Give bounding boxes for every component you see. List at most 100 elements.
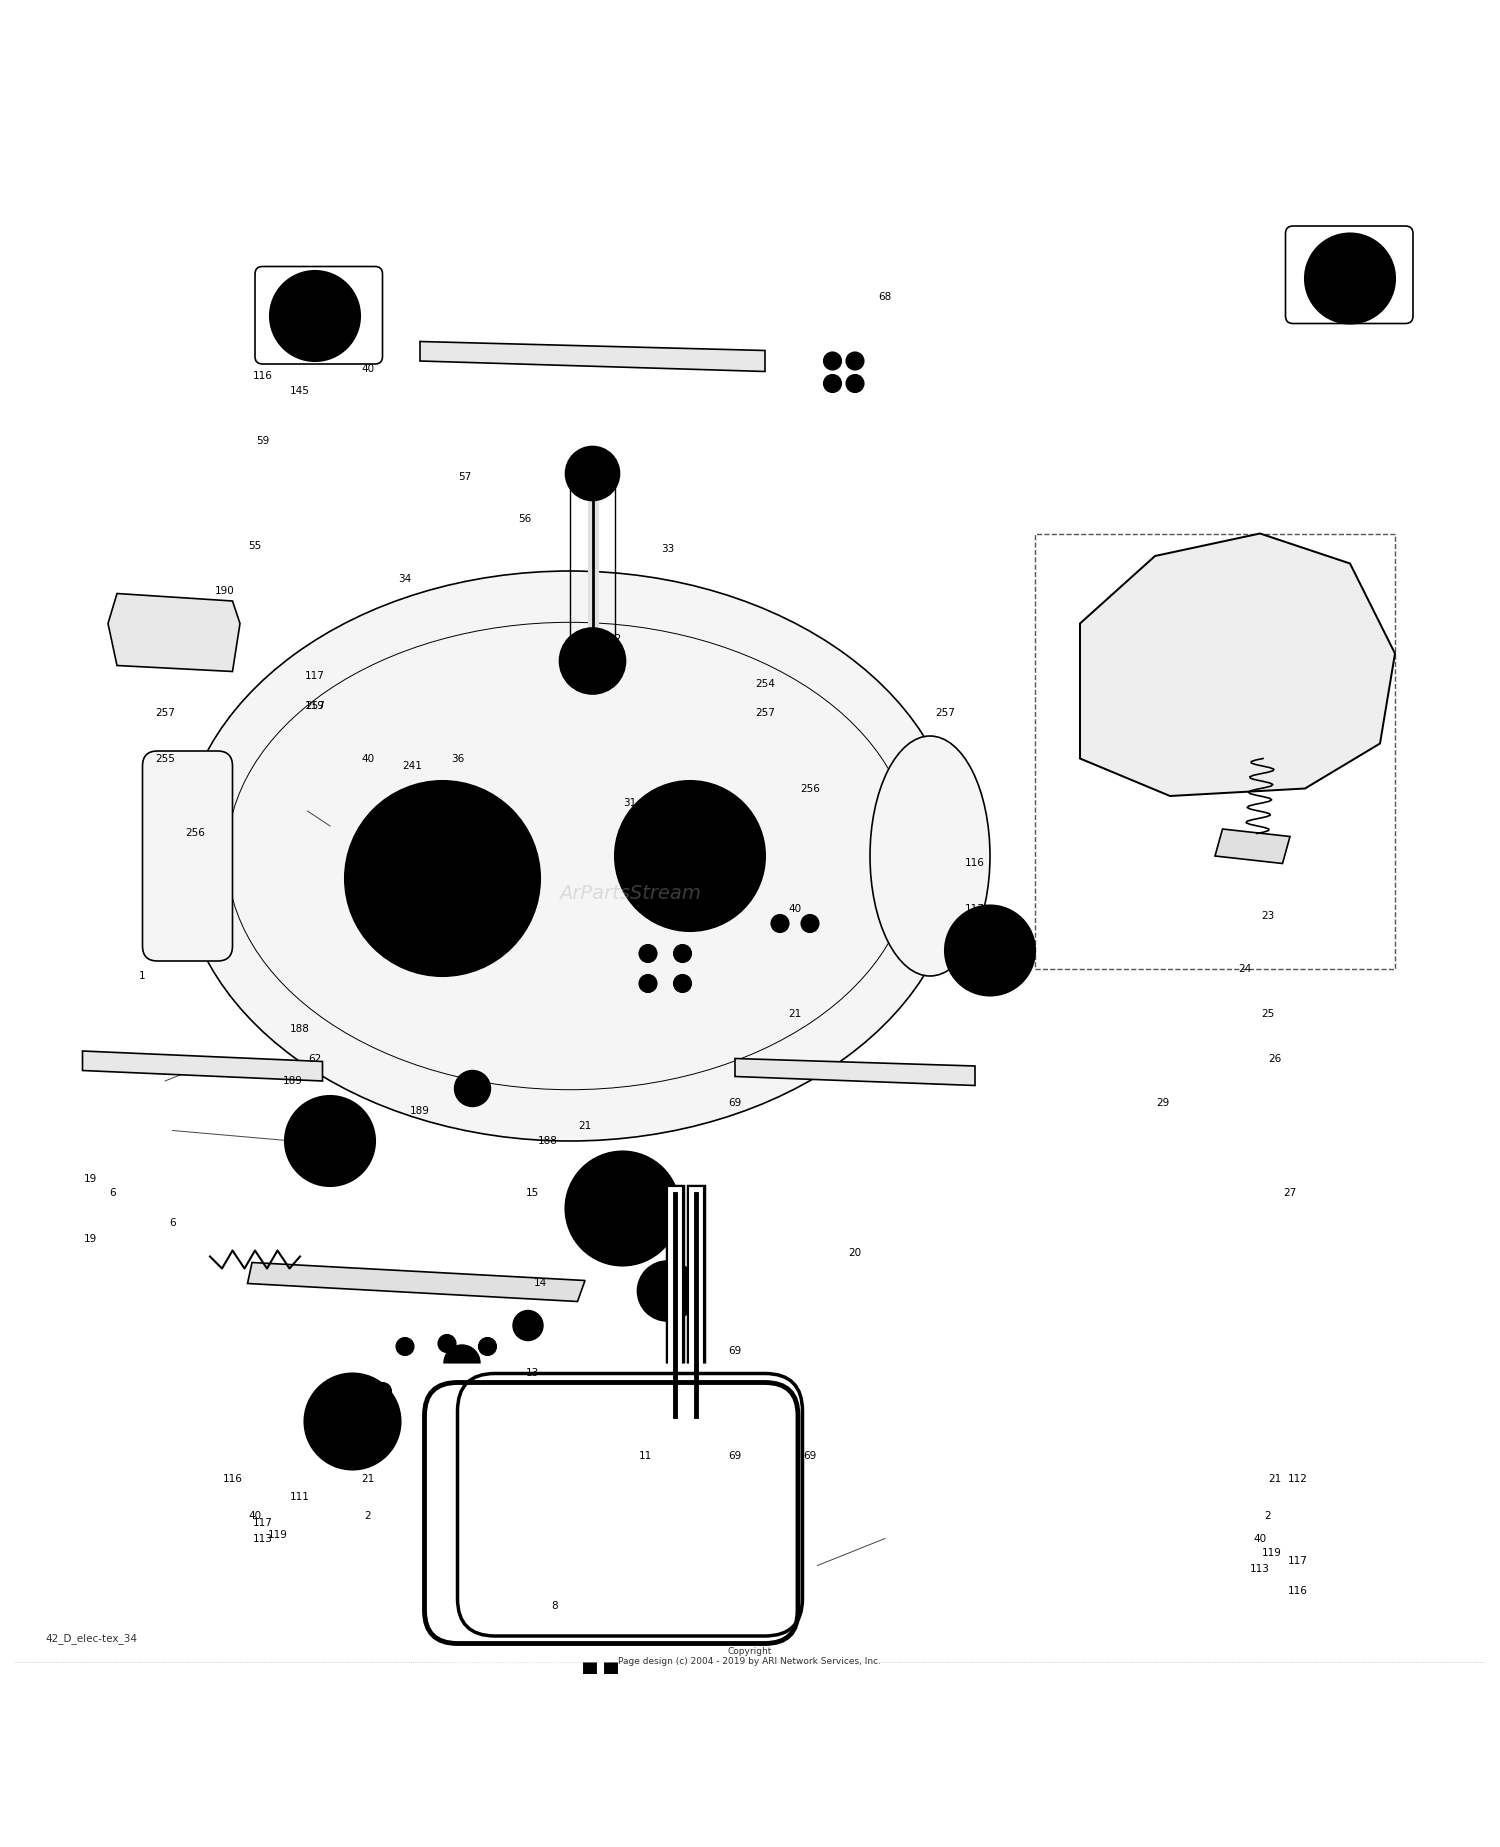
- Text: 255: 255: [154, 754, 176, 763]
- Text: 117: 117: [252, 1518, 273, 1529]
- Text: 41: 41: [624, 837, 636, 846]
- Text: 257: 257: [754, 709, 776, 718]
- Circle shape: [566, 1151, 680, 1265]
- Text: 254: 254: [754, 678, 776, 689]
- Circle shape: [285, 1095, 375, 1186]
- Circle shape: [270, 272, 360, 360]
- Polygon shape: [735, 1058, 975, 1086]
- Text: 40: 40: [362, 364, 374, 373]
- Text: 189: 189: [410, 1106, 430, 1116]
- Text: 119: 119: [304, 702, 326, 711]
- Text: 56: 56: [519, 513, 531, 523]
- Text: 40: 40: [362, 754, 374, 763]
- Text: 242: 242: [390, 798, 411, 809]
- Circle shape: [590, 1175, 656, 1241]
- Circle shape: [566, 447, 620, 501]
- Circle shape: [1323, 251, 1377, 305]
- Text: 23: 23: [1262, 911, 1274, 922]
- Text: 19: 19: [84, 1234, 96, 1243]
- Circle shape: [639, 975, 657, 992]
- Circle shape: [303, 1114, 357, 1167]
- Text: 145: 145: [290, 386, 310, 395]
- Text: 25: 25: [1262, 1008, 1274, 1018]
- FancyBboxPatch shape: [413, 1370, 810, 1655]
- Text: 116: 116: [222, 1474, 243, 1483]
- Polygon shape: [82, 1051, 322, 1080]
- Circle shape: [304, 1374, 400, 1470]
- Polygon shape: [1215, 829, 1290, 864]
- Circle shape: [824, 353, 842, 369]
- Text: 55: 55: [249, 541, 261, 550]
- Text: 119: 119: [964, 933, 986, 944]
- Text: 31: 31: [624, 798, 636, 809]
- Text: 257: 257: [154, 709, 176, 718]
- Text: 8: 8: [552, 1601, 558, 1611]
- Text: 113: 113: [1250, 1564, 1270, 1574]
- Text: 116: 116: [1287, 1587, 1308, 1596]
- Circle shape: [945, 905, 1035, 996]
- FancyBboxPatch shape: [483, 1400, 777, 1611]
- Circle shape: [608, 1193, 638, 1223]
- Text: 21: 21: [1269, 1474, 1281, 1483]
- Circle shape: [288, 288, 342, 344]
- Text: 117: 117: [964, 903, 986, 914]
- Text: 69: 69: [804, 1452, 816, 1461]
- Text: 41: 41: [684, 837, 696, 846]
- Polygon shape: [1080, 534, 1395, 796]
- Circle shape: [615, 781, 765, 931]
- Text: 40: 40: [1254, 1533, 1266, 1544]
- Text: 188: 188: [537, 1136, 558, 1145]
- Circle shape: [416, 851, 470, 905]
- Circle shape: [650, 1273, 686, 1310]
- Circle shape: [963, 924, 1017, 977]
- Text: 256: 256: [184, 829, 206, 839]
- Circle shape: [560, 628, 626, 694]
- Text: 116: 116: [964, 859, 986, 868]
- Circle shape: [438, 1335, 456, 1352]
- Text: 2: 2: [1264, 1511, 1270, 1520]
- Circle shape: [513, 1311, 543, 1341]
- Text: 62: 62: [309, 1053, 321, 1064]
- Text: 112: 112: [1287, 1474, 1308, 1483]
- Text: 59: 59: [256, 436, 268, 445]
- Text: 1: 1: [140, 972, 146, 981]
- Ellipse shape: [870, 735, 990, 975]
- Text: 15: 15: [526, 1188, 538, 1199]
- Text: 20: 20: [849, 1249, 861, 1258]
- Text: 69: 69: [729, 1452, 741, 1461]
- Text: 190: 190: [214, 585, 236, 595]
- Circle shape: [454, 1071, 490, 1106]
- Text: 21: 21: [789, 1008, 801, 1018]
- Text: 42_D_elec-tex_34: 42_D_elec-tex_34: [45, 1633, 136, 1644]
- Text: 117: 117: [1287, 1555, 1308, 1566]
- Text: 19: 19: [84, 1173, 96, 1184]
- Circle shape: [444, 1345, 480, 1382]
- Text: 29: 29: [1156, 1099, 1168, 1108]
- Circle shape: [674, 975, 692, 992]
- Circle shape: [382, 818, 502, 938]
- Text: 36: 36: [452, 754, 464, 763]
- Text: Page design (c) 2004 - 2019 by ARI Network Services, Inc.: Page design (c) 2004 - 2019 by ARI Netwo…: [618, 1657, 882, 1666]
- Text: 119: 119: [267, 1531, 288, 1540]
- Polygon shape: [108, 593, 240, 672]
- Text: 27: 27: [1284, 1188, 1296, 1199]
- FancyBboxPatch shape: [142, 752, 232, 960]
- Text: 188: 188: [290, 1023, 310, 1034]
- Text: 117: 117: [304, 670, 326, 682]
- Text: 6: 6: [170, 1219, 176, 1228]
- Circle shape: [674, 944, 692, 962]
- Text: 24: 24: [1239, 964, 1251, 973]
- Ellipse shape: [180, 571, 960, 1141]
- Text: 241: 241: [402, 761, 423, 770]
- Circle shape: [771, 914, 789, 933]
- Text: ArPartsStream: ArPartsStream: [560, 885, 700, 903]
- Circle shape: [824, 375, 842, 393]
- Text: 57: 57: [459, 471, 471, 482]
- Text: 21: 21: [362, 1474, 374, 1483]
- Text: 2: 2: [364, 1511, 370, 1520]
- Text: 40: 40: [249, 1511, 261, 1520]
- Text: Copyright: Copyright: [728, 1646, 772, 1655]
- Text: 33: 33: [662, 543, 674, 554]
- Text: 21: 21: [579, 1121, 591, 1130]
- Circle shape: [340, 1409, 364, 1433]
